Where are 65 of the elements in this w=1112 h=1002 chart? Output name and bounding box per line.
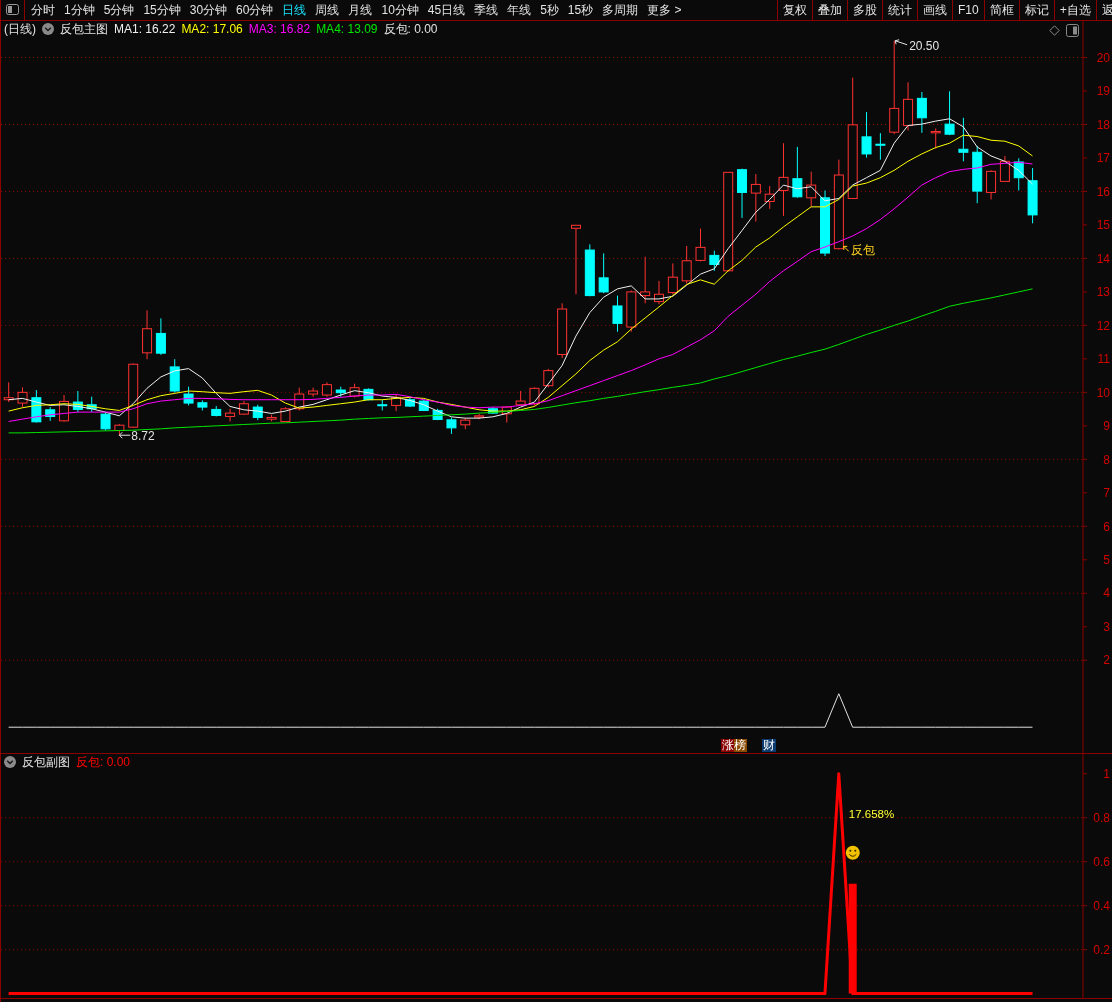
text: 更多 > <box>647 1 682 19</box>
text: 复权 <box>783 3 807 17</box>
text: 统计 <box>888 3 912 17</box>
y-tick-label: 4 <box>1103 586 1111 601</box>
text: 15分钟 <box>143 1 181 19</box>
text: 周线 <box>315 1 340 19</box>
y-tick-label: 0.4 <box>1093 898 1111 913</box>
chart-subtitle: 反包主图 <box>60 20 108 38</box>
text: 简框 <box>989 3 1014 17</box>
text: MA4: 13.09 <box>316 22 378 36</box>
y-tick-label: 15 <box>1096 218 1111 233</box>
annotation: 20.50 <box>909 38 940 53</box>
text: 5分钟 <box>103 1 135 19</box>
text: MA2: 17.06 <box>181 22 243 36</box>
y-tick-label: 2 <box>1103 653 1111 668</box>
annotation: 财 <box>762 738 776 752</box>
y-tick-label: 19 <box>1096 84 1111 99</box>
y-tick-label: 20 <box>1096 50 1111 65</box>
annotation: 反包 <box>850 242 875 257</box>
text: MA3: 16.82 <box>248 22 311 36</box>
annotation: 涨榜 <box>721 738 747 752</box>
text: 日线 <box>282 1 307 19</box>
y-tick-label: 11 <box>1097 352 1111 367</box>
y-tick-label: 14 <box>1096 251 1111 266</box>
text: 画线 <box>923 3 947 17</box>
text: 多股 <box>853 3 877 17</box>
y-tick-label: 0.8 <box>1093 810 1111 825</box>
chart-title: 反包副图 <box>22 753 70 771</box>
text: 30分钟 <box>189 1 228 19</box>
annotation: 17.658% <box>848 807 895 820</box>
y-tick-label: 6 <box>1103 519 1111 534</box>
annotation: 8.72 <box>131 429 155 444</box>
text: 季线 <box>474 1 499 19</box>
text: 反包: 0.00 <box>383 20 438 38</box>
text: 月线 <box>348 1 373 19</box>
y-tick-label: 13 <box>1096 285 1111 300</box>
text: 45日线 <box>427 1 466 19</box>
text: 叠加 <box>818 3 842 17</box>
y-tick-label: 12 <box>1096 318 1111 333</box>
text: 多周期 <box>602 1 639 19</box>
text: F10 <box>958 3 979 17</box>
text: 反包: 0.00 <box>76 753 131 771</box>
text: 60分钟 <box>236 1 274 19</box>
y-tick-label: 16 <box>1096 184 1111 199</box>
y-tick-label: 18 <box>1096 117 1111 132</box>
text: 1分钟 <box>64 1 95 19</box>
text: 10分钟 <box>381 1 419 19</box>
text: 分时 <box>31 1 55 19</box>
y-tick-label: 5 <box>1103 552 1111 567</box>
y-tick-label: 7 <box>1103 486 1111 501</box>
text: 年线 <box>507 1 532 19</box>
y-tick-label: 17 <box>1096 151 1111 166</box>
chart-title: (日线) <box>4 20 36 38</box>
y-tick-label: 3 <box>1103 619 1111 634</box>
y-tick-label: 9 <box>1103 419 1111 434</box>
text: 5秒 <box>540 1 559 19</box>
y-tick-label: 0.2 <box>1093 942 1111 957</box>
y-tick-label: 0.6 <box>1093 854 1111 869</box>
text: 15秒 <box>567 1 594 19</box>
y-tick-label: 10 <box>1096 385 1111 400</box>
text: 标记 <box>1024 3 1049 17</box>
text: MA1: 16.22 <box>114 22 176 36</box>
y-tick-label: 1 <box>1103 766 1111 781</box>
text: +自选 <box>1059 3 1091 17</box>
y-tick-label: 8 <box>1103 452 1111 467</box>
